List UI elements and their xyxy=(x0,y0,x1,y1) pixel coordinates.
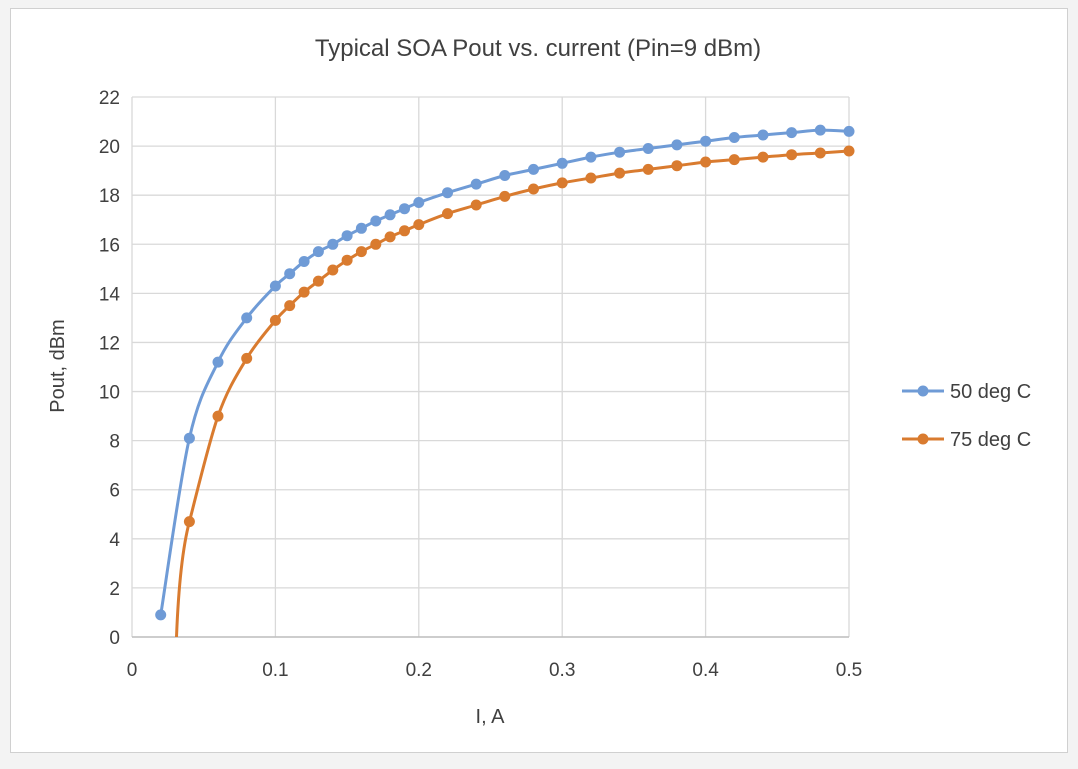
data-point xyxy=(341,230,353,242)
data-point xyxy=(298,256,310,267)
data-point xyxy=(614,167,626,179)
data-point xyxy=(642,143,654,154)
data-point xyxy=(528,183,539,195)
data-point xyxy=(642,163,654,175)
data-point xyxy=(786,149,798,161)
y-tick-label: 4 xyxy=(109,530,120,551)
y-tick-label: 14 xyxy=(99,284,121,305)
series-line-tail xyxy=(175,521,191,638)
data-point xyxy=(757,129,769,141)
data-point xyxy=(298,286,310,298)
data-point xyxy=(556,177,568,189)
legend-item: 50 deg C xyxy=(902,381,1031,403)
y-tick-label: 18 xyxy=(99,186,120,207)
data-point xyxy=(843,125,855,137)
x-tick-label: 0.3 xyxy=(549,660,575,681)
data-point xyxy=(413,219,425,231)
series-layer xyxy=(155,124,855,638)
data-point xyxy=(728,154,740,166)
data-point xyxy=(269,314,281,326)
data-point xyxy=(442,208,453,220)
data-point xyxy=(284,300,296,312)
series-line xyxy=(187,149,850,522)
y-tick-label: 16 xyxy=(99,235,120,256)
y-tick-label: 12 xyxy=(99,333,120,354)
x-tick-labels: 0 0.1 0.2 0.3 0.4 0.5 xyxy=(127,660,863,681)
y-axis-label: Pout, dBm xyxy=(47,319,69,412)
data-point xyxy=(212,356,224,368)
data-point xyxy=(757,151,769,163)
y-tick-label: 8 xyxy=(109,432,120,453)
data-point xyxy=(284,268,296,280)
legend-swatch-marker xyxy=(917,433,929,445)
series-0 xyxy=(155,124,855,621)
data-point xyxy=(814,124,826,136)
y-tick-label: 2 xyxy=(109,579,120,600)
y-tick-label: 20 xyxy=(99,137,120,158)
data-point xyxy=(399,203,410,215)
data-point xyxy=(370,215,382,227)
data-point xyxy=(585,151,597,163)
data-point xyxy=(212,410,224,422)
y-tick-label: 0 xyxy=(109,628,120,649)
series-1 xyxy=(175,145,855,638)
x-tick-label: 0.2 xyxy=(406,660,432,681)
y-tick-label: 22 xyxy=(99,88,120,109)
data-point xyxy=(700,156,712,168)
data-point xyxy=(470,178,482,190)
data-point xyxy=(399,225,410,237)
data-point xyxy=(556,157,568,169)
legend-item: 75 deg C xyxy=(902,429,1031,451)
data-point xyxy=(671,160,683,172)
chart-frame xyxy=(10,8,1068,753)
data-point xyxy=(241,312,253,324)
x-tick-label: 0.5 xyxy=(836,660,862,681)
legend-label: 75 deg C xyxy=(950,429,1031,451)
y-tick-labels: 0 2 4 6 8 10 12 14 16 18 20 22 xyxy=(99,88,121,649)
data-point xyxy=(370,238,382,250)
data-point xyxy=(355,246,367,258)
data-point xyxy=(671,139,683,151)
data-point xyxy=(728,132,740,143)
data-point xyxy=(585,172,597,184)
data-point xyxy=(499,170,511,181)
data-point xyxy=(312,246,324,258)
data-point xyxy=(241,352,253,364)
data-point xyxy=(413,197,425,208)
data-point xyxy=(528,163,539,175)
legend-swatch-marker xyxy=(917,385,929,397)
legend: 50 deg C 75 deg C xyxy=(902,381,1031,451)
data-point xyxy=(183,432,195,444)
data-point xyxy=(341,254,353,266)
y-tick-label: 6 xyxy=(109,481,120,502)
chart-title: Typical SOA Pout vs. current (Pin=9 dBm) xyxy=(315,35,761,62)
data-point xyxy=(843,145,855,157)
data-point xyxy=(700,135,712,147)
data-point xyxy=(470,199,482,211)
data-point xyxy=(355,222,367,234)
x-axis-label: I, A xyxy=(476,706,506,728)
x-tick-label: 0.1 xyxy=(262,660,288,681)
gridlines xyxy=(131,96,850,638)
data-point xyxy=(786,127,798,139)
data-point xyxy=(384,231,396,243)
data-point xyxy=(312,275,324,287)
data-point xyxy=(814,147,826,159)
data-point xyxy=(155,609,167,621)
data-point xyxy=(183,516,195,528)
data-point xyxy=(614,146,626,158)
series-line xyxy=(159,128,850,616)
y-tick-label: 10 xyxy=(99,383,120,404)
data-point xyxy=(499,190,511,202)
data-point xyxy=(442,187,453,199)
data-point xyxy=(327,264,339,276)
legend-label: 50 deg C xyxy=(950,381,1031,403)
x-tick-label: 0.4 xyxy=(692,660,719,681)
x-tick-label: 0 xyxy=(127,660,138,681)
data-point xyxy=(269,280,281,292)
data-point xyxy=(384,209,396,221)
data-point xyxy=(327,238,339,250)
